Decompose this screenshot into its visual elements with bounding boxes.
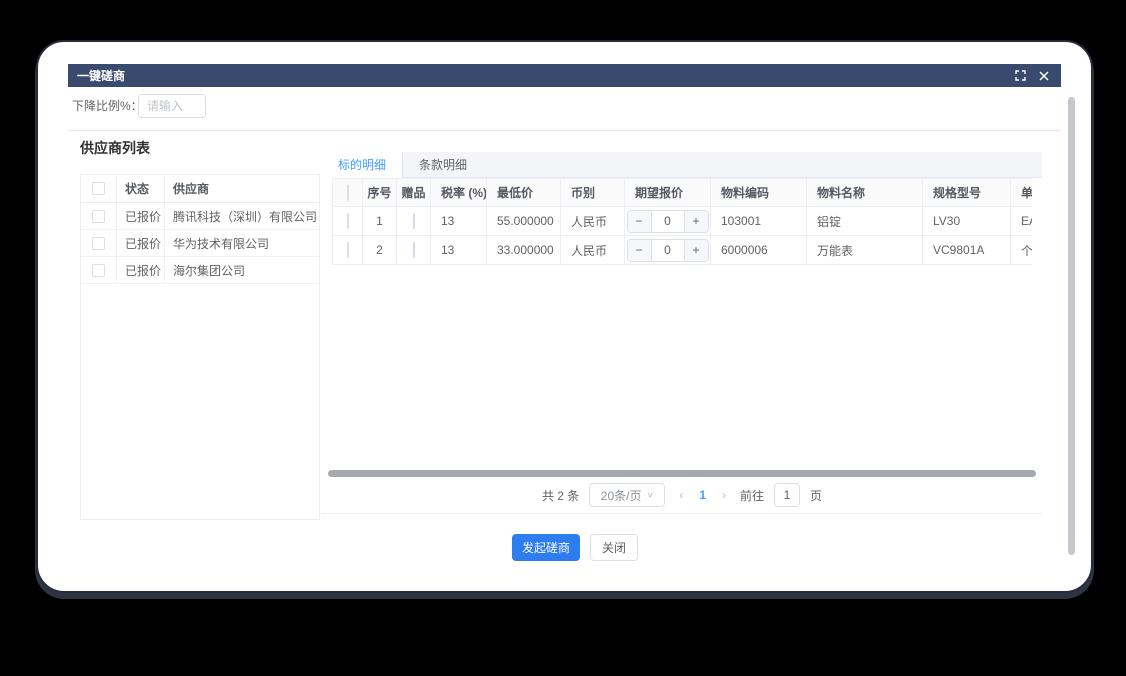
col-index: 序号 [362, 178, 397, 207]
close-button[interactable]: 关闭 [590, 534, 638, 561]
col-material-name: 物料名称 [806, 178, 923, 207]
decline-ratio-label: 下降比例%： [72, 99, 143, 113]
close-icon[interactable] [1036, 68, 1052, 84]
detail-header-row: 序号 赠品 税率 (%) 最低价 币别 期望报价 物料编码 物料名称 规格型号 … [332, 178, 1032, 207]
supplier-select-all-checkbox[interactable] [92, 182, 105, 195]
stepper-minus-button[interactable]: − [627, 210, 652, 232]
supplier-row-checkbox[interactable] [92, 236, 105, 250]
cell-unit: 个 [1010, 235, 1032, 265]
supplier-status: 已报价 [117, 203, 165, 229]
gift-checkbox-disabled [412, 213, 415, 229]
stepper-plus-button[interactable]: + [683, 239, 708, 261]
col-material-code: 物料编码 [710, 178, 807, 207]
page-size-value: 20条/页 [600, 488, 642, 503]
detail-tabs: 标的明细 条款明细 [322, 152, 1042, 179]
cell-unit: EA [1010, 206, 1032, 236]
cell-min-price: 55.000000 [486, 206, 561, 236]
cell-spec: VC9801A [922, 235, 1011, 265]
detail-row[interactable]: 2 13 33.000000 人民币 − 0 + 6000006 万能表 VC [332, 235, 1032, 265]
cell-currency: 人民币 [560, 235, 625, 265]
vertical-scrollbar[interactable] [1068, 97, 1075, 555]
detail-table-wrap: 序号 赠品 税率 (%) 最低价 币别 期望报价 物料编码 物料名称 规格型号 … [332, 178, 1032, 414]
supplier-row[interactable]: 已报价 华为技术有限公司 [81, 230, 319, 257]
gift-checkbox-disabled [412, 242, 415, 258]
expected-price-stepper: − 0 + [626, 238, 709, 262]
negotiation-dialog: 一键磋商 下降比例%： 供应商列表 状态 供应商 已报价 腾讯科技（深圳）有限公… [36, 40, 1093, 593]
cell-material-code: 6000006 [710, 235, 807, 265]
detail-row-checkbox[interactable] [346, 213, 349, 229]
goto-page-input[interactable] [774, 483, 801, 507]
page-unit-label: 页 [810, 488, 823, 503]
decline-ratio-input[interactable] [138, 94, 206, 118]
cell-index: 1 [362, 206, 397, 236]
supplier-status: 已报价 [117, 230, 165, 256]
col-spec: 规格型号 [922, 178, 1011, 207]
cell-material-name: 铝锭 [806, 206, 923, 236]
col-min-price: 最低价 [486, 178, 561, 207]
supplier-row-checkbox[interactable] [92, 263, 105, 277]
stepper-value[interactable]: 0 [664, 243, 671, 257]
cell-tax: 13 [430, 235, 487, 265]
tab-subject-detail[interactable]: 标的明细 [322, 152, 404, 179]
cell-currency: 人民币 [560, 206, 625, 236]
tab-terms-detail[interactable]: 条款明细 [419, 158, 468, 172]
supplier-col-name: 供应商 [173, 182, 210, 196]
detail-row[interactable]: 1 13 55.000000 人民币 − 0 + 103001 铝锭 LV30 [332, 206, 1032, 236]
fullscreen-icon[interactable] [1012, 68, 1028, 84]
supplier-row[interactable]: 已报价 腾讯科技（深圳）有限公司 [81, 203, 319, 230]
cell-material-name: 万能表 [806, 235, 923, 265]
col-expected: 期望报价 [624, 178, 711, 207]
col-tax: 税率 (%) [430, 178, 487, 207]
header-divider [68, 130, 1061, 131]
supplier-row[interactable]: 已报价 海尔集团公司 [81, 257, 319, 284]
pagination-total: 共 2 条 [541, 488, 580, 503]
stepper-minus-button[interactable]: − [627, 239, 652, 261]
prev-page-button[interactable]: ‹ [679, 488, 684, 502]
supplier-table-header: 状态 供应商 [81, 175, 319, 203]
horizontal-scrollbar[interactable] [328, 470, 1036, 477]
col-gift: 赠品 [396, 178, 431, 207]
detail-select-all-checkbox[interactable] [346, 184, 349, 201]
supplier-list-title: 供应商列表 [80, 140, 150, 156]
supplier-table: 状态 供应商 已报价 腾讯科技（深圳）有限公司 已报价 华为技术有限公司 已报价… [80, 174, 320, 520]
dialog-title: 一键磋商 [77, 69, 126, 83]
supplier-col-status: 状态 [117, 175, 165, 202]
cell-tax: 13 [430, 206, 487, 236]
detail-table: 序号 赠品 税率 (%) 最低价 币别 期望报价 物料编码 物料名称 规格型号 … [332, 178, 1032, 265]
page-size-select[interactable]: 20条/页 ∨ [589, 483, 666, 507]
detail-panel: 标的明细 条款明细 序号 赠品 税率 (%) 最低价 币别 期望报价 [322, 152, 1042, 514]
cell-material-code: 103001 [710, 206, 807, 236]
supplier-name: 海尔集团公司 [173, 263, 246, 278]
expected-price-stepper: − 0 + [626, 209, 709, 233]
stepper-value[interactable]: 0 [664, 214, 671, 228]
stepper-plus-button[interactable]: + [683, 210, 708, 232]
cell-min-price: 33.000000 [486, 235, 561, 265]
col-currency: 币别 [560, 178, 625, 207]
cell-spec: LV30 [922, 206, 1011, 236]
supplier-name: 华为技术有限公司 [173, 236, 270, 251]
supplier-status: 已报价 [117, 257, 165, 283]
pagination: 共 2 条 20条/页 ∨ ‹ 1 › 前往 页 [322, 483, 1042, 507]
supplier-row-checkbox[interactable] [92, 209, 105, 223]
supplier-name: 腾讯科技（深圳）有限公司 [173, 209, 318, 224]
dialog-header: 一键磋商 [68, 64, 1061, 87]
current-page-number[interactable]: 1 [699, 488, 706, 502]
goto-label: 前往 [740, 488, 765, 503]
col-unit: 单位 [1010, 178, 1032, 207]
cell-index: 2 [362, 235, 397, 265]
start-negotiation-button[interactable]: 发起磋商 [512, 534, 580, 561]
next-page-button[interactable]: › [722, 488, 726, 502]
chevron-down-icon: ∨ [646, 490, 654, 500]
detail-row-checkbox[interactable] [346, 242, 349, 258]
